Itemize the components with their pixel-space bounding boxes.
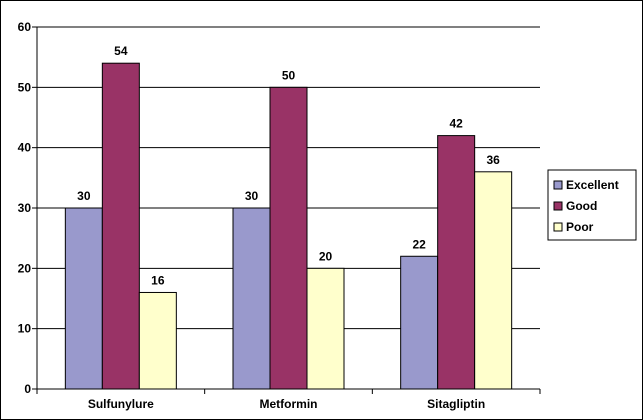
bar-good-metformin [269,86,308,390]
legend-swatch-excellent [553,180,563,190]
bar-poor-sulfunylure [138,291,177,390]
legend-swatch-poor [553,222,563,232]
bars [64,62,513,390]
bar-good-sulfunylure [101,62,140,390]
y-tick-label: 10 [18,322,32,336]
data-label: 22 [412,237,426,251]
legend-box [547,169,637,241]
y-tick-labels: 0 10 20 30 40 50 60 [18,20,32,396]
category-label: Sulfunylure [88,397,154,411]
legend-label: Good [566,199,597,213]
bar-good-sitagliptin [437,135,476,390]
data-label: 16 [151,273,165,287]
category-labels: Sulfunylure Metformin Sitagliptin [88,397,485,411]
category-label: Sitagliptin [427,397,485,411]
axes [32,26,541,394]
category-label: Metformin [260,397,318,411]
data-label: 50 [282,68,296,82]
y-tick-label: 40 [18,141,32,155]
data-labels: 30 54 16 30 50 20 22 42 36 [77,44,500,287]
data-label: 30 [77,189,91,203]
bar-poor-metformin [306,267,345,390]
legend-label: Poor [566,220,594,234]
y-tick-label: 50 [18,80,32,94]
data-label: 30 [245,189,259,203]
data-label: 42 [449,117,463,131]
y-tick-label: 0 [24,382,31,396]
y-tick-label: 30 [18,201,32,215]
legend-swatch-good [553,201,563,211]
data-label: 36 [486,153,500,167]
bar-excellent-metformin [232,207,271,390]
data-label: 54 [114,44,128,58]
y-tick-label: 60 [18,20,32,34]
bar-excellent-sulfunylure [64,207,103,390]
y-tick-label: 20 [18,261,32,275]
bar-excellent-sitagliptin [400,255,439,390]
bar-poor-sitagliptin [474,171,513,390]
legend: Excellent Good Poor [547,169,637,241]
legend-label: Excellent [566,178,619,192]
data-label: 20 [319,249,333,263]
